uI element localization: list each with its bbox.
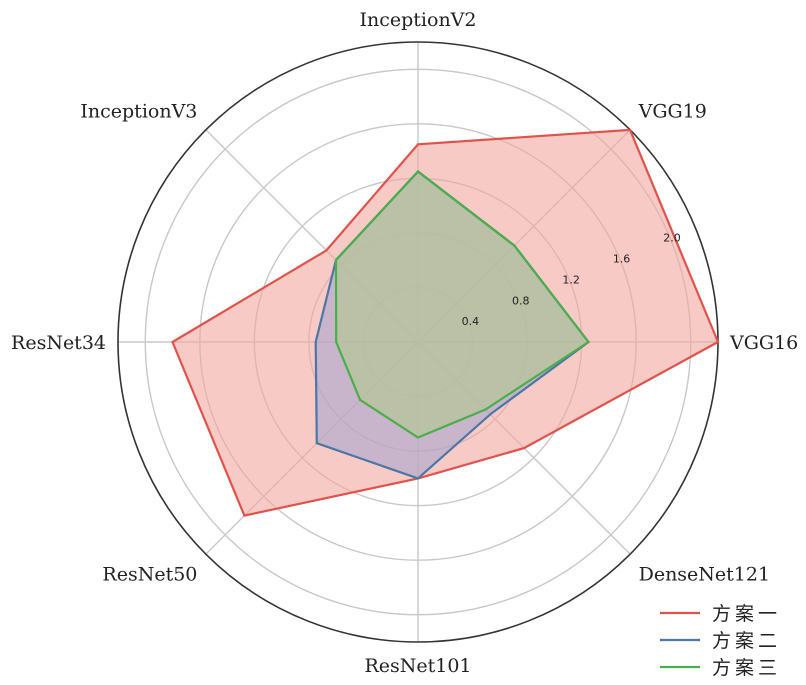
tick-label-2: 1.2 (562, 273, 580, 286)
tick-label-4: 2.0 (663, 232, 681, 245)
category-label-3: InceptionV3 (80, 100, 197, 122)
legend-label-2: 方案三 (712, 657, 781, 679)
tick-label-0: 0.4 (462, 315, 480, 328)
category-label-6: ResNet101 (364, 655, 471, 677)
legend-label-0: 方案一 (712, 603, 781, 625)
series-area-2 (336, 171, 589, 438)
radial-tick-labels: 0.4 0.8 1.2 1.6 2.0 (462, 232, 681, 328)
category-label-7: DenseNet121 (639, 564, 770, 586)
series-line-2 (334, 170, 591, 439)
legend-label-1: 方案二 (712, 630, 781, 652)
category-label-4: ResNet34 (11, 332, 106, 354)
tick-label-3: 1.6 (613, 253, 631, 266)
category-label-5: ResNet50 (102, 564, 197, 586)
category-label-2: InceptionV2 (360, 9, 477, 31)
category-label-0: VGG16 (729, 332, 798, 354)
series-line-0 (171, 128, 720, 517)
category-labels: VGG16 VGG19 InceptionV2 InceptionV3 ResNet34… (11, 9, 798, 677)
radar-series (171, 128, 720, 517)
category-label-1: VGG19 (638, 100, 707, 122)
tick-label-1: 0.8 (512, 294, 530, 307)
